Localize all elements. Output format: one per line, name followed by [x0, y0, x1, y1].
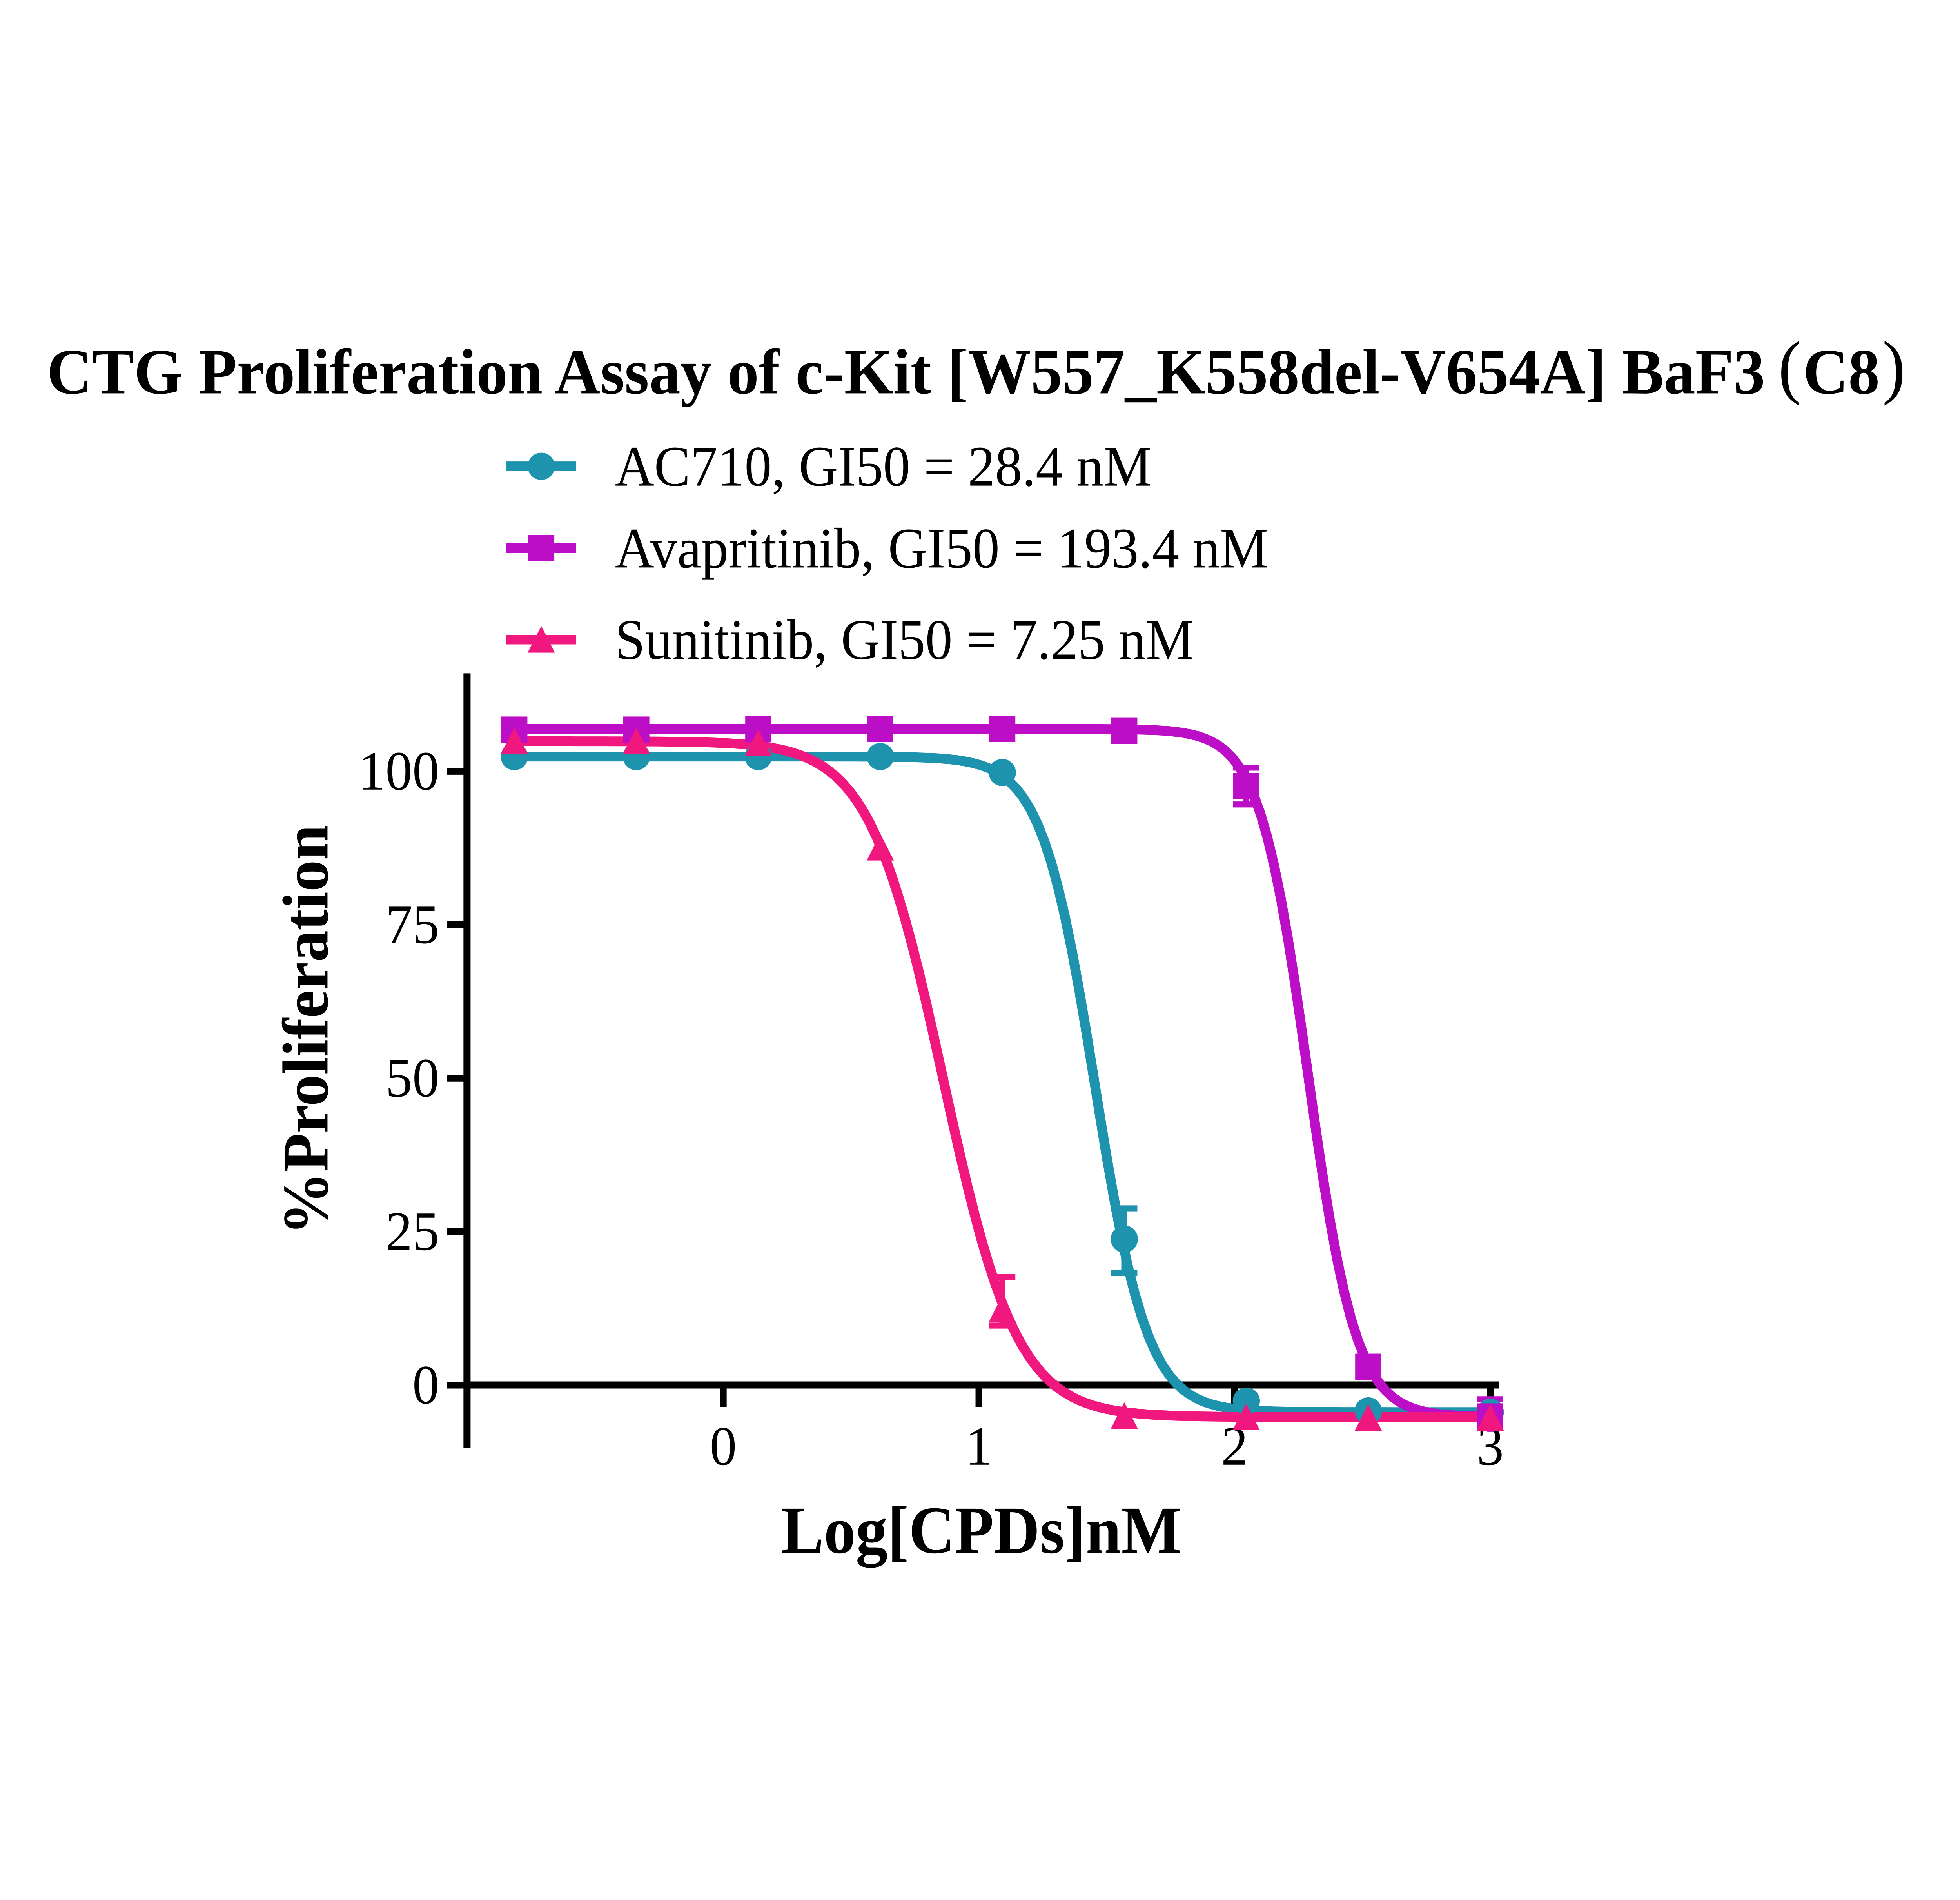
svg-text:0: 0: [412, 1354, 439, 1415]
svg-text:25: 25: [385, 1201, 439, 1262]
svg-text:1: 1: [965, 1416, 993, 1477]
svg-text:AC710, GI50 = 28.4 nM: AC710, GI50 = 28.4 nM: [615, 434, 1152, 498]
svg-text:Sunitinib, GI50 = 7.25 nM: Sunitinib, GI50 = 7.25 nM: [615, 608, 1194, 671]
svg-text:75: 75: [385, 894, 439, 955]
svg-text:Avapritinib, GI50 = 193.4 nM: Avapritinib, GI50 = 193.4 nM: [615, 516, 1268, 580]
svg-text:Log[CPDs]nM: Log[CPDs]nM: [781, 1493, 1181, 1568]
svg-text:100: 100: [359, 741, 439, 802]
svg-text:50: 50: [385, 1048, 439, 1109]
svg-text:0: 0: [710, 1416, 737, 1477]
svg-text:%Proliferation: %Proliferation: [270, 825, 342, 1235]
svg-text:CTG Proliferation Assay of c-K: CTG Proliferation Assay of c-Kit [W557_K…: [47, 327, 1906, 408]
